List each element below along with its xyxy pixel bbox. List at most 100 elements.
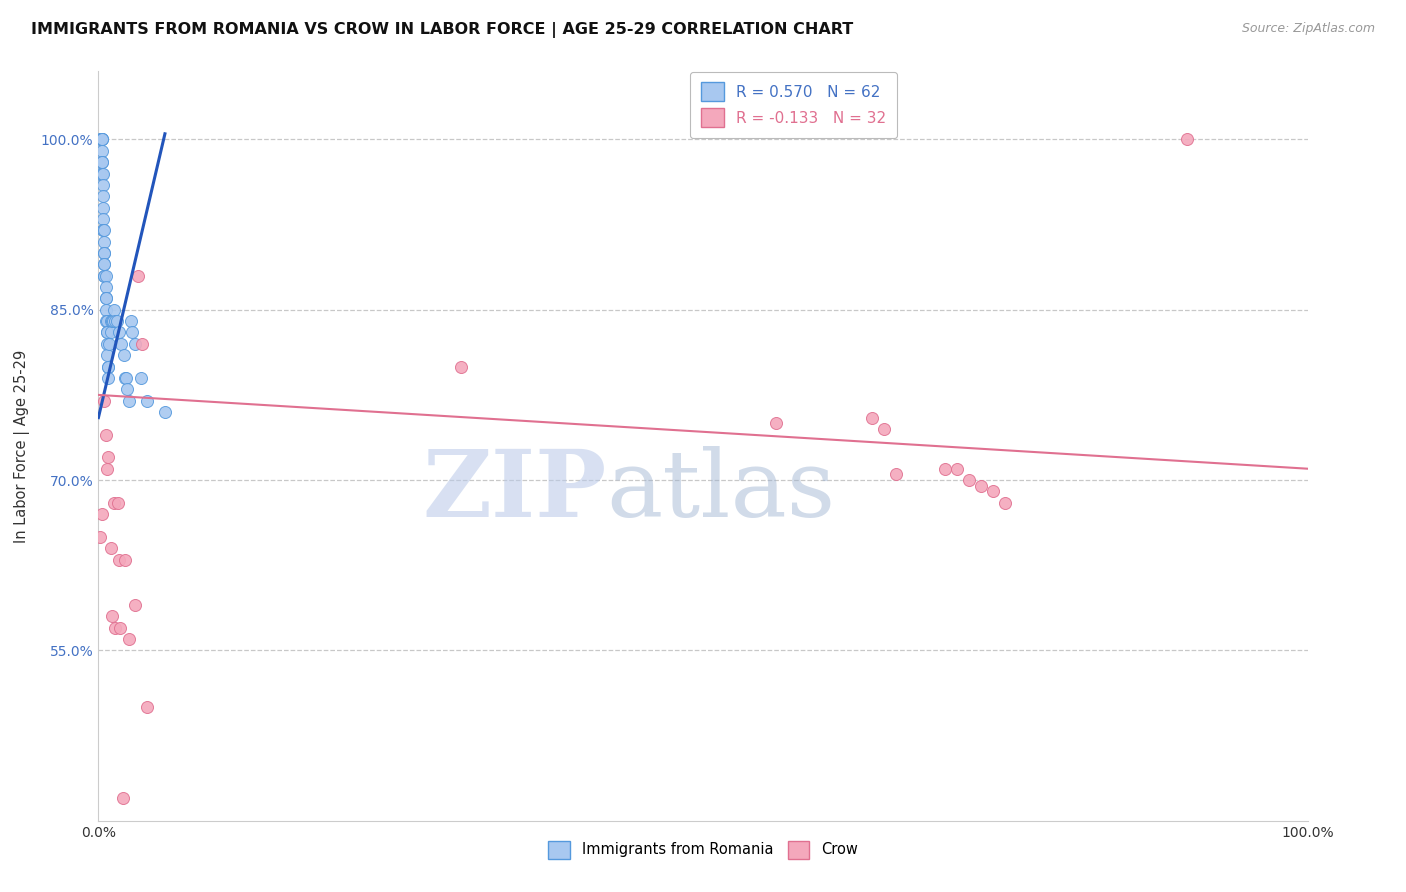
Text: IMMIGRANTS FROM ROMANIA VS CROW IN LABOR FORCE | AGE 25-29 CORRELATION CHART: IMMIGRANTS FROM ROMANIA VS CROW IN LABOR… — [31, 22, 853, 38]
Point — [96, 326, 118, 340]
Point — [93, 223, 115, 237]
Point — [103, 302, 125, 317]
Point — [96, 336, 118, 351]
Point — [108, 621, 131, 635]
Point — [873, 422, 896, 436]
Point — [91, 132, 114, 146]
Point — [89, 530, 111, 544]
Point — [90, 132, 112, 146]
Point — [957, 473, 980, 487]
Point — [110, 336, 132, 351]
Point — [90, 132, 112, 146]
Point — [94, 314, 117, 328]
Point — [93, 257, 115, 271]
Point — [91, 507, 114, 521]
Point — [108, 326, 131, 340]
Point — [91, 132, 114, 146]
Point — [117, 382, 139, 396]
Point — [994, 496, 1017, 510]
Point — [108, 552, 131, 566]
Point — [100, 609, 122, 624]
Point — [1175, 132, 1198, 146]
Point — [94, 268, 117, 283]
Point — [93, 246, 115, 260]
Point — [94, 280, 117, 294]
Point — [91, 132, 114, 146]
Point — [96, 314, 118, 328]
Point — [97, 371, 120, 385]
Point — [100, 314, 122, 328]
Point — [96, 326, 118, 340]
Point — [97, 359, 120, 374]
Point — [93, 268, 115, 283]
Point — [93, 393, 115, 408]
Point — [765, 417, 787, 431]
Point — [970, 479, 993, 493]
Point — [981, 484, 1004, 499]
Point — [94, 302, 117, 317]
Point — [96, 348, 118, 362]
Point — [934, 461, 956, 475]
Text: atlas: atlas — [606, 446, 835, 536]
Point — [101, 314, 124, 328]
Point — [93, 268, 115, 283]
Point — [91, 144, 114, 158]
Point — [124, 336, 146, 351]
Point — [93, 235, 115, 249]
Point — [886, 467, 908, 482]
Point — [96, 461, 118, 475]
Point — [97, 450, 120, 465]
Point — [100, 541, 122, 556]
Point — [127, 268, 149, 283]
Point — [98, 336, 121, 351]
Point — [91, 167, 114, 181]
Point — [131, 336, 153, 351]
Point — [153, 405, 176, 419]
Point — [91, 223, 114, 237]
Point — [94, 292, 117, 306]
Point — [107, 496, 129, 510]
Point — [94, 292, 117, 306]
Text: ZIP: ZIP — [422, 446, 606, 536]
Point — [111, 791, 134, 805]
Point — [104, 621, 127, 635]
Point — [89, 167, 111, 181]
Point — [112, 348, 135, 362]
Point — [93, 246, 115, 260]
Point — [91, 223, 114, 237]
Y-axis label: In Labor Force | Age 25-29: In Labor Force | Age 25-29 — [14, 350, 30, 542]
Point — [450, 359, 472, 374]
Legend: Immigrants from Romania, Crow: Immigrants from Romania, Crow — [541, 833, 865, 866]
Point — [91, 201, 114, 215]
Point — [114, 371, 136, 385]
Point — [90, 132, 112, 146]
Point — [114, 552, 136, 566]
Text: Source: ZipAtlas.com: Source: ZipAtlas.com — [1241, 22, 1375, 36]
Point — [100, 314, 122, 328]
Point — [91, 189, 114, 203]
Point — [124, 598, 146, 612]
Point — [129, 371, 152, 385]
Point — [91, 211, 114, 226]
Point — [120, 314, 142, 328]
Point — [104, 314, 127, 328]
Point — [135, 393, 157, 408]
Point — [90, 132, 112, 146]
Point — [91, 155, 114, 169]
Point — [94, 427, 117, 442]
Point — [135, 700, 157, 714]
Point — [115, 371, 138, 385]
Point — [105, 314, 128, 328]
Point — [121, 326, 143, 340]
Point — [103, 496, 125, 510]
Point — [93, 257, 115, 271]
Point — [91, 178, 114, 192]
Point — [118, 393, 141, 408]
Point — [97, 359, 120, 374]
Point — [91, 155, 114, 169]
Point — [91, 167, 114, 181]
Point — [100, 326, 122, 340]
Point — [860, 410, 883, 425]
Point — [946, 461, 969, 475]
Point — [118, 632, 141, 646]
